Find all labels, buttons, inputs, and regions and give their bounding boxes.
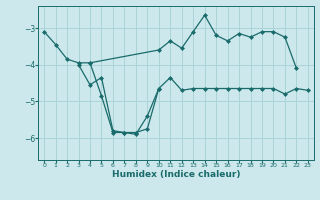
X-axis label: Humidex (Indice chaleur): Humidex (Indice chaleur) — [112, 170, 240, 179]
